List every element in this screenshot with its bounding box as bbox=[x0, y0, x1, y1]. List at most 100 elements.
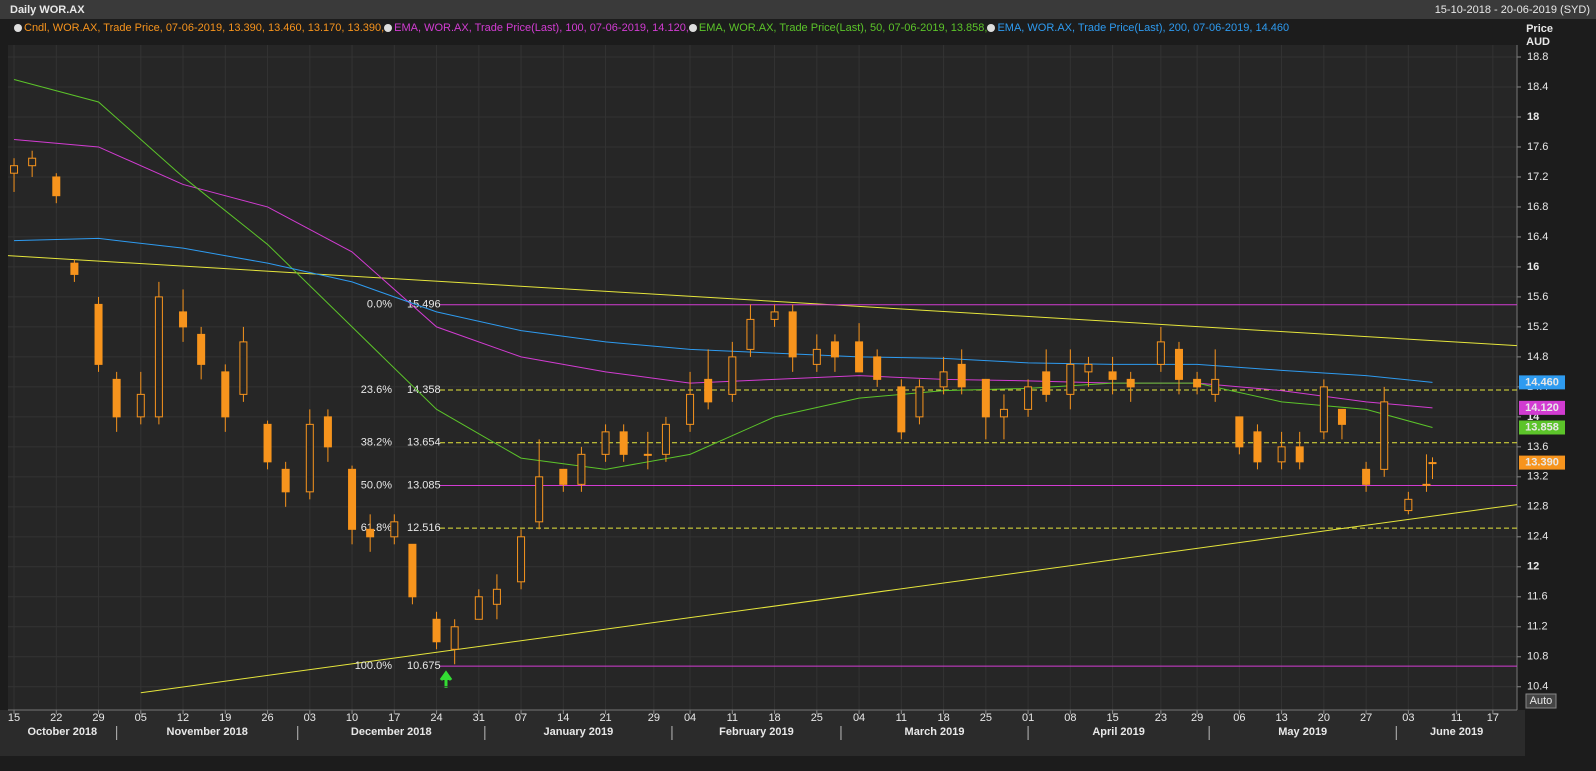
candle-body bbox=[897, 386, 906, 433]
x-tick-label: 07 bbox=[515, 712, 527, 724]
candle-body bbox=[770, 311, 779, 320]
last-value-tag-bg bbox=[1519, 420, 1565, 435]
x-tick-label: 08 bbox=[1064, 712, 1076, 724]
auto-button-label[interactable]: Auto bbox=[1530, 695, 1553, 707]
y-tick-label: 11.6 bbox=[1527, 591, 1548, 603]
legend-text: EMA, WOR.AX, Trade Price(Last), 100, 07-… bbox=[394, 22, 689, 34]
candle-body bbox=[1024, 386, 1033, 410]
x-tick-label: 18 bbox=[768, 712, 780, 724]
x-tick-label: 18 bbox=[937, 712, 949, 724]
legend-icon bbox=[987, 24, 996, 32]
candle bbox=[1066, 349, 1075, 410]
trend-line bbox=[7, 255, 1518, 347]
candle-body bbox=[136, 393, 145, 418]
x-tick-label: 11 bbox=[727, 712, 738, 724]
candle bbox=[873, 349, 882, 387]
auto-button[interactable] bbox=[1525, 693, 1557, 709]
candle bbox=[154, 281, 163, 425]
y-tick-label: 15.6 bbox=[1527, 291, 1548, 303]
candle bbox=[10, 158, 19, 192]
legend-icon bbox=[688, 24, 697, 32]
y-tick-label: 14.8 bbox=[1527, 351, 1548, 363]
candle-body bbox=[390, 521, 399, 538]
candle-body bbox=[281, 468, 290, 493]
x-tick-label: 15 bbox=[1106, 712, 1118, 724]
candle bbox=[52, 173, 61, 204]
candle-body bbox=[1066, 363, 1075, 395]
x-axis-area bbox=[0, 710, 1525, 756]
x-tick-label: 29 bbox=[648, 712, 660, 724]
fib-value: 10.675 bbox=[407, 660, 441, 672]
last-value-tag: 14.460 bbox=[1525, 376, 1559, 388]
candle bbox=[1193, 371, 1202, 395]
candle bbox=[348, 465, 357, 545]
trend-line bbox=[140, 504, 1518, 694]
header-bar bbox=[0, 0, 1596, 19]
candle-body bbox=[728, 356, 737, 395]
candle bbox=[1211, 349, 1220, 402]
candle bbox=[1253, 424, 1262, 470]
date-range: 15-10-2018 - 20-06-2019 (SYD) bbox=[1435, 4, 1590, 16]
x-tick-label: 10 bbox=[346, 712, 358, 724]
x-tick-label: 12 bbox=[177, 712, 189, 724]
x-tick-label: 17 bbox=[1487, 712, 1499, 724]
candle-body bbox=[1404, 498, 1413, 512]
candle bbox=[239, 326, 248, 402]
candle-body bbox=[10, 165, 19, 174]
candle-body bbox=[408, 543, 417, 598]
candle bbox=[788, 304, 797, 372]
candle bbox=[305, 409, 314, 500]
candle-body bbox=[517, 536, 526, 583]
candle bbox=[1277, 431, 1286, 470]
legend-text: EMA, WOR.AX, Trade Price(Last), 50, 07-0… bbox=[698, 22, 988, 34]
x-tick-label: 31 bbox=[473, 712, 485, 724]
candle bbox=[474, 589, 483, 620]
x-tick-label: 20 bbox=[1318, 712, 1330, 724]
candle bbox=[517, 529, 526, 590]
x-tick-label: 01 bbox=[1022, 712, 1034, 724]
candle-body bbox=[263, 423, 272, 463]
candle-body bbox=[1422, 483, 1431, 486]
candle bbox=[661, 416, 670, 462]
candle bbox=[830, 334, 839, 372]
fib-pct: 100.0% bbox=[355, 660, 393, 672]
candle bbox=[957, 349, 966, 395]
candle-body bbox=[432, 618, 441, 643]
y-tick-label: 11.2 bbox=[1527, 621, 1548, 633]
legend: Cndl, WOR.AX, Trade Price, 07-06-2019, 1… bbox=[14, 22, 1289, 34]
x-tick-label: 21 bbox=[599, 712, 611, 724]
candle-body bbox=[1126, 378, 1135, 388]
candle-body bbox=[1174, 348, 1183, 380]
candle bbox=[432, 611, 441, 650]
candle bbox=[1337, 408, 1346, 440]
candle bbox=[812, 334, 821, 372]
y-tick-label: 15.2 bbox=[1527, 321, 1548, 333]
x-tick-label: 14 bbox=[557, 712, 569, 724]
candle bbox=[94, 296, 103, 372]
legend-icon bbox=[384, 24, 393, 32]
y-axis-title: Price bbox=[1526, 23, 1553, 35]
candle bbox=[408, 543, 417, 605]
candle bbox=[70, 259, 79, 282]
chart-title: Daily WOR.AX bbox=[10, 4, 85, 16]
candle bbox=[1295, 431, 1304, 470]
candle bbox=[1362, 461, 1371, 492]
candle-body bbox=[450, 626, 459, 650]
candle-body bbox=[1362, 468, 1371, 485]
y-tick-label: 13.6 bbox=[1527, 441, 1548, 453]
candle bbox=[704, 349, 713, 410]
candle-body bbox=[1084, 363, 1093, 373]
x-tick-label: 22 bbox=[50, 712, 62, 724]
last-value-tag: 13.858 bbox=[1525, 421, 1559, 433]
candle-body bbox=[577, 453, 586, 485]
candle-body bbox=[830, 341, 839, 358]
month-label: June 2019 bbox=[1430, 726, 1483, 738]
month-label: May 2019 bbox=[1278, 726, 1327, 738]
candle-body bbox=[999, 408, 1008, 418]
candle-body bbox=[197, 333, 206, 365]
x-tick-label: 03 bbox=[1402, 712, 1414, 724]
y-tick-label: 12 bbox=[1527, 561, 1539, 573]
candle-body bbox=[1193, 378, 1202, 388]
candle-body bbox=[366, 528, 375, 538]
y-tick-label: 18.8 bbox=[1527, 51, 1548, 63]
